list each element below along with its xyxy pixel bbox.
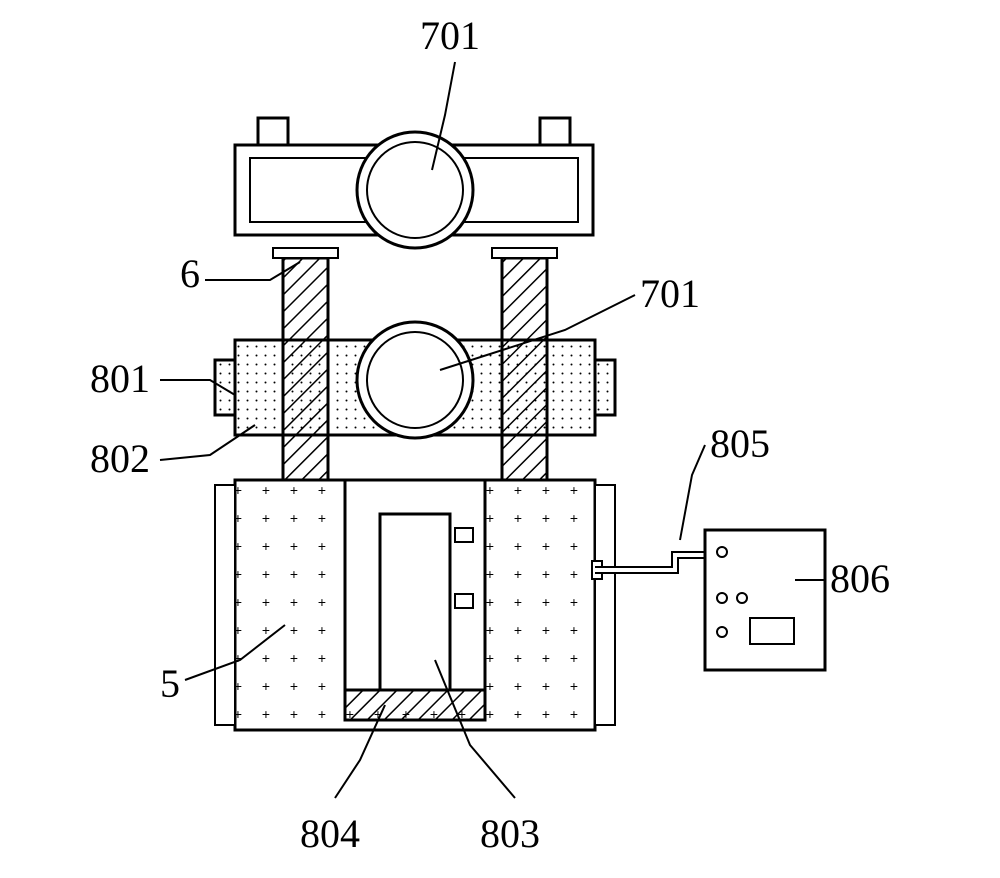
ld-805 bbox=[680, 445, 705, 540]
lbl-701-top: 701 bbox=[420, 12, 480, 59]
lbl-701-mid: 701 bbox=[640, 270, 700, 317]
lbl-5: 5 bbox=[160, 660, 180, 707]
diagram-svg: + bbox=[0, 0, 1000, 873]
lbl-803: 803 bbox=[480, 810, 540, 857]
lbl-802: 802 bbox=[90, 435, 150, 482]
lbl-6: 6 bbox=[180, 250, 200, 297]
lbl-801: 801 bbox=[90, 355, 150, 402]
lbl-805: 805 bbox=[710, 420, 770, 467]
lbl-804: 804 bbox=[300, 810, 360, 857]
lbl-806: 806 bbox=[830, 555, 890, 602]
diagram-stage: + 701 701 6 801 802 805 806 5 804 803 bbox=[0, 0, 1000, 873]
